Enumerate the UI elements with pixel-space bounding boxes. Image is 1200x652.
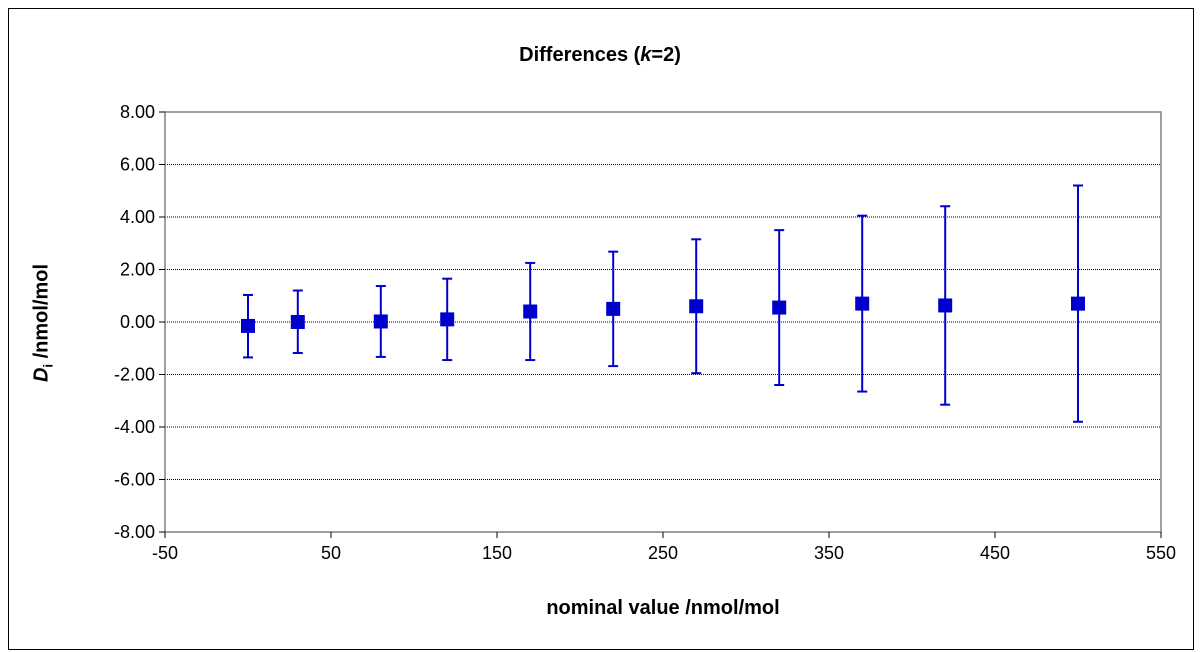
y-tick-label: -8.00 (114, 522, 155, 542)
y-tick-label: -6.00 (114, 470, 155, 490)
title-prefix: Differences ( (519, 44, 641, 66)
title-k-symbol: k (640, 44, 652, 66)
y-tick-label: 2.00 (120, 260, 155, 280)
data-point (373, 314, 388, 329)
data-point (938, 298, 953, 313)
y-tick-label: 6.00 (120, 155, 155, 175)
data-point (290, 315, 305, 329)
x-axis-label: nominal value /nmol/mol (546, 597, 780, 619)
data-points (241, 296, 1085, 333)
chart-title: Differences (k=2) (0, 44, 1200, 67)
y-tick-label: 8.00 (120, 102, 155, 122)
gridlines (165, 164, 1161, 480)
x-tick-label: 350 (814, 543, 844, 563)
y-tick-label: -2.00 (114, 365, 155, 385)
y-tick-label: 4.00 (120, 207, 155, 227)
y-axis-ticks: -8.00 -6.00 -4.00 -2.00 0.00 2.00 4.00 6.00 8.00 (114, 102, 165, 542)
x-tick-label: 150 (482, 543, 512, 563)
x-tick-label: 450 (980, 543, 1010, 563)
data-point (689, 299, 704, 314)
data-point (241, 318, 255, 333)
data-point (606, 301, 621, 316)
data-point (772, 300, 787, 315)
data-point (523, 304, 538, 319)
data-point (1071, 296, 1085, 311)
data-point (440, 312, 455, 327)
x-axis-ticks: -50 50 150 250 350 450 550 (152, 532, 1176, 563)
y-tick-label: 0.00 (120, 312, 155, 332)
x-tick-label: 50 (321, 543, 341, 563)
y-tick-label: -4.00 (114, 417, 155, 437)
chart-frame (8, 8, 1194, 650)
error-bars (243, 184, 1083, 423)
x-tick-label: -50 (152, 543, 178, 563)
x-tick-label: 550 (1146, 543, 1176, 563)
x-tick-label: 250 (648, 543, 678, 563)
title-suffix: =2) (651, 44, 681, 66)
data-point (855, 296, 870, 311)
